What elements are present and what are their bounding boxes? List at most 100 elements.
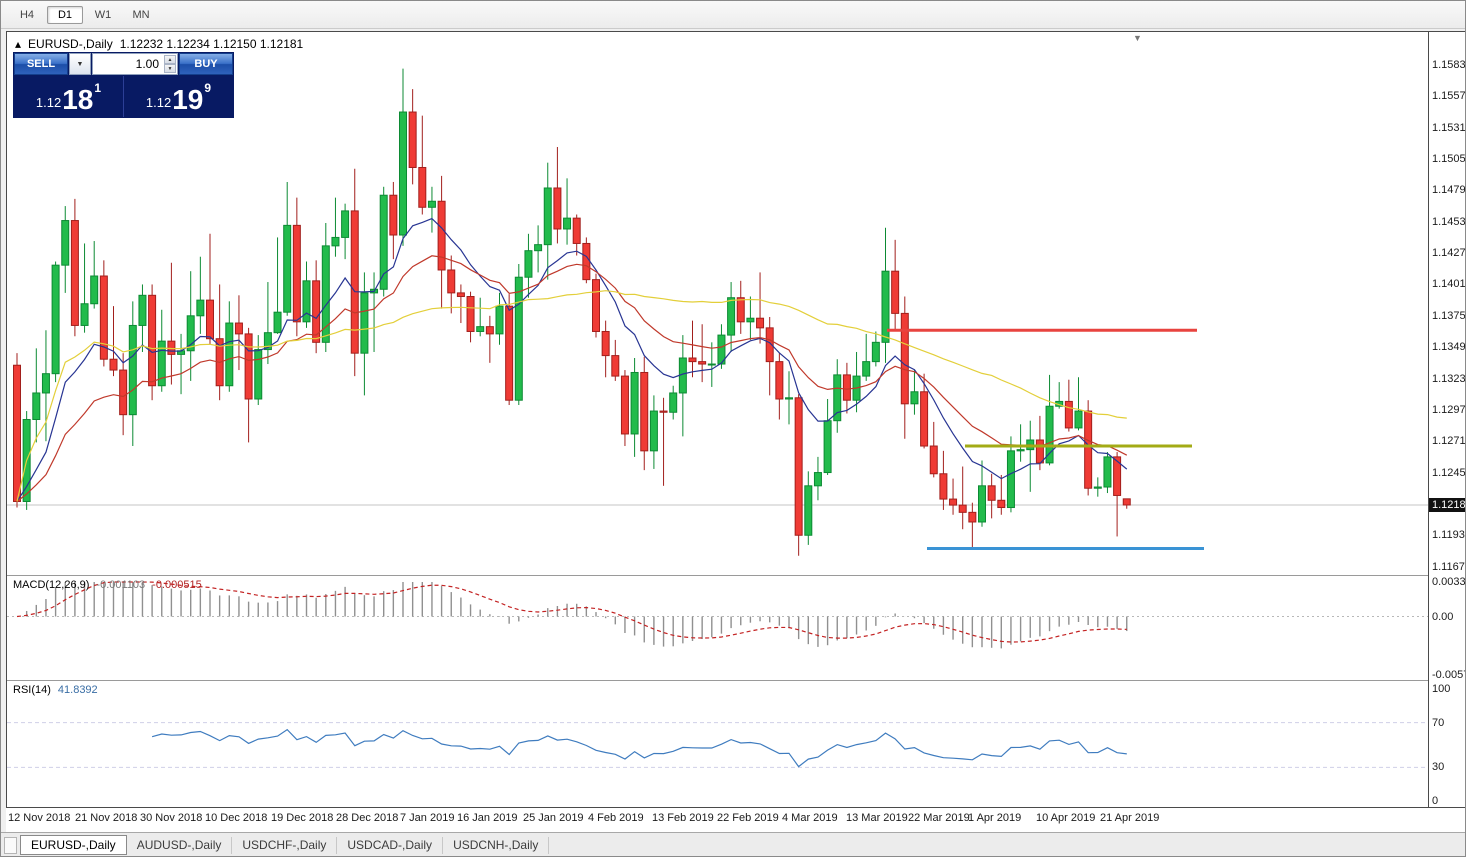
lot-spinner: ▲ ▼ — [164, 55, 176, 73]
timeframe-d1[interactable]: D1 — [47, 5, 83, 24]
price-axis-label: 1.14010 — [1432, 278, 1466, 291]
date-axis[interactable]: 12 Nov 2018 21 Nov 2018 30 Nov 2018 10 Dec … — [6, 808, 1465, 832]
macd-axis-label: -0.00574 — [1432, 669, 1465, 681]
price-axis-label: 1.12710 — [1432, 435, 1466, 448]
panel-separator[interactable] — [7, 680, 1465, 681]
price-axis-label: 1.13750 — [1432, 309, 1466, 322]
macd-signal-line — [16, 581, 1127, 643]
price-axis-label: 1.14790 — [1432, 184, 1466, 197]
chart-tab-audusd[interactable]: AUDUSD-,Daily — [127, 836, 233, 854]
macd-signal-value: -0.000515 — [152, 579, 202, 591]
rsi-axis-label: 30 — [1432, 761, 1445, 774]
moving-average-21 — [16, 255, 1128, 502]
timeframe-mn[interactable]: MN — [132, 8, 150, 21]
date-axis-label: 21 Apr 2019 — [1100, 812, 1160, 824]
buy-price-figure: 1.12 — [145, 95, 172, 110]
lot-increase-button[interactable]: ▲ — [164, 55, 176, 64]
date-axis-label: 7 Jan 2019 — [400, 812, 455, 824]
price-axis-label: 1.14530 — [1432, 215, 1466, 228]
date-axis-label: 28 Dec 2018 — [336, 812, 399, 824]
rsi-axis-label: 100 — [1432, 683, 1451, 695]
timeframe-w1[interactable]: W1 — [94, 8, 112, 21]
price-axis-label: 1.15570 — [1432, 90, 1466, 103]
chart-window[interactable]: 1.15830 1.15570 1.15310 1.15050 1.14790 1.145… — [6, 31, 1465, 808]
moving-average-50 — [16, 290, 1127, 502]
lot-size-value: 1.00 — [135, 57, 159, 71]
date-axis-label: 22 Mar 2019 — [908, 812, 970, 824]
rsi-line — [151, 728, 1127, 768]
price-axis-label: 1.12970 — [1432, 403, 1466, 416]
rsi-indicator-label: RSI(14) 41.8392 — [13, 684, 98, 696]
lot-size-input[interactable]: 1.00 ▲ ▼ — [92, 53, 178, 75]
tab-scroll-stub[interactable] — [4, 836, 17, 854]
date-axis-label: 12 Nov 2018 — [8, 812, 71, 824]
macd-histogram — [25, 582, 1128, 649]
lot-decrease-button[interactable]: ▼ — [164, 64, 176, 73]
rsi-name: RSI(14) — [13, 684, 51, 696]
date-axis-label: 13 Mar 2019 — [846, 812, 908, 824]
chart-tab-usdchf[interactable]: USDCHF-,Daily — [232, 836, 338, 854]
sell-button[interactable]: SELL — [14, 53, 68, 75]
date-axis-label: 22 Feb 2019 — [717, 812, 779, 824]
chart-tab-usdcnh[interactable]: USDCNH-,Daily — [443, 836, 550, 854]
chart-title: ▴ EURUSD-,Daily 1.12232 1.12234 1.12150 … — [15, 37, 303, 51]
timeframe-toolbar: H4 D1 W1 MN — [1, 1, 1465, 29]
panel-separator[interactable] — [7, 575, 1465, 576]
price-axis-label: 1.15310 — [1432, 121, 1466, 134]
chart-title-ohlc: 1.12232 1.12234 1.12150 1.12181 — [119, 37, 304, 51]
price-axis-label: 1.12450 — [1432, 466, 1466, 479]
chart-title-symbol: EURUSD-,Daily — [28, 37, 113, 51]
date-axis-label: 4 Feb 2019 — [588, 812, 644, 824]
buy-button[interactable]: BUY — [179, 53, 233, 75]
trade-panel-controls: SELL ▼ 1.00 ▲ ▼ BUY — [14, 53, 233, 75]
macd-name: MACD(12,26,9) — [13, 579, 90, 591]
price-axis-label: 1.14270 — [1432, 247, 1466, 260]
rsi-axis-label: 0 — [1432, 795, 1439, 807]
trade-panel-prices: 1.12 18 1 1.12 19 9 — [14, 76, 233, 117]
macd-axis-label: 0.00 — [1432, 610, 1454, 623]
date-axis-label: 4 Mar 2019 — [782, 812, 838, 824]
date-axis-label: 16 Jan 2019 — [457, 812, 518, 824]
chart-symbol-icon: ▴ — [15, 37, 22, 51]
macd-main-value: -0.001103 — [96, 579, 146, 591]
price-axis-label: 1.11670 — [1432, 560, 1465, 573]
price-axis-label: 1.15050 — [1432, 153, 1466, 166]
buy-price-pips: 19 — [172, 84, 204, 116]
sell-price-point: 1 — [94, 81, 102, 95]
rsi-value: 41.8392 — [57, 684, 98, 696]
date-axis-label: 19 Dec 2018 — [271, 812, 334, 824]
macd-axis-label: 0.003386 — [1432, 576, 1466, 588]
chart-tab-usdcad[interactable]: USDCAD-,Daily — [337, 836, 444, 854]
macd-indicator-label: MACD(12,26,9) -0.001103 -0.000515 — [13, 579, 202, 591]
sell-price-figure: 1.12 — [35, 95, 62, 110]
price-axis-label: 1.13490 — [1432, 341, 1466, 354]
candles-group — [13, 68, 1131, 556]
chart-tab-bar: EURUSD-,Daily AUDUSD-,Daily USDCHF-,Daily U… — [1, 832, 1465, 856]
chart-tab-eurusd[interactable]: EURUSD-,Daily — [20, 835, 127, 855]
rsi-axis-label: 70 — [1432, 716, 1445, 729]
current-price-badge: 1.12181 — [1429, 497, 1465, 512]
price-axis-label: 1.11930 — [1432, 529, 1465, 542]
date-axis-label: 10 Apr 2019 — [1036, 812, 1096, 824]
lot-dropdown-button[interactable]: ▼ — [69, 53, 91, 75]
date-axis-label: 21 Nov 2018 — [75, 812, 138, 824]
date-axis-label: 10 Dec 2018 — [205, 812, 268, 824]
price-chart[interactable] — [7, 32, 1428, 575]
one-click-trading-panel: SELL ▼ 1.00 ▲ ▼ BUY 1.12 18 1 — [13, 52, 234, 118]
macd-panel[interactable] — [7, 576, 1428, 680]
rsi-panel[interactable] — [7, 681, 1428, 808]
date-axis-label: 13 Feb 2019 — [652, 812, 714, 824]
sell-price: 1.12 18 1 — [14, 76, 123, 117]
price-axis[interactable]: 1.15830 1.15570 1.15310 1.15050 1.14790 1.145… — [1428, 32, 1465, 807]
buy-price-point: 9 — [204, 81, 212, 95]
date-axis-label: 25 Jan 2019 — [523, 812, 584, 824]
timeframe-h4[interactable]: H4 — [19, 8, 35, 21]
date-axis-label: 30 Nov 2018 — [140, 812, 203, 824]
sell-price-pips: 18 — [62, 84, 94, 116]
buy-price: 1.12 19 9 — [124, 76, 233, 117]
price-axis-label: 1.15830 — [1432, 59, 1466, 71]
moving-average-10 — [16, 217, 1128, 502]
chart-shift-marker-icon[interactable]: ▼ — [1133, 33, 1142, 43]
price-axis-label: 1.13230 — [1432, 372, 1466, 385]
